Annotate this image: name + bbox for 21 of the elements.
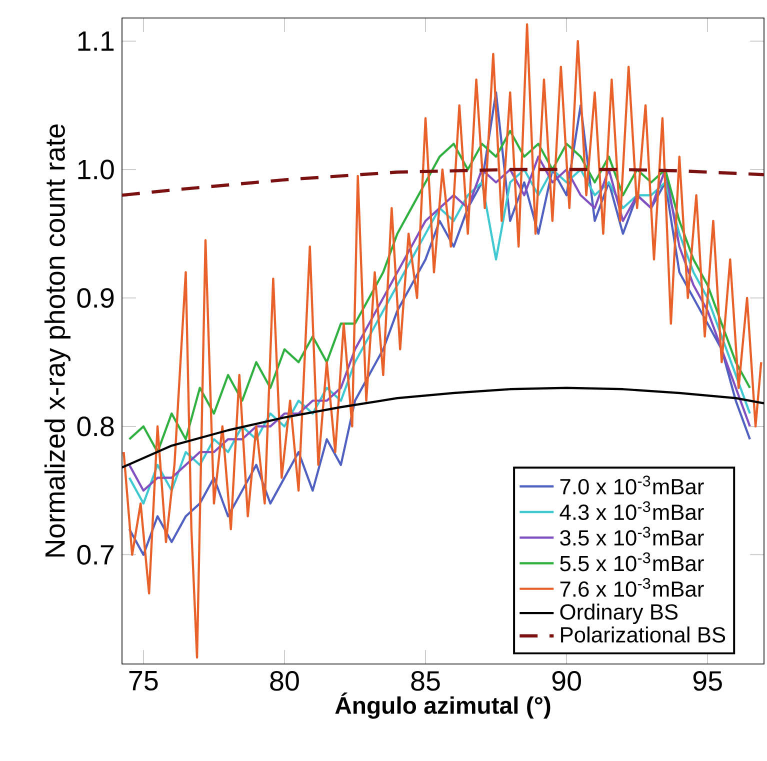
legend-label: 7.0 x 10$^{-3}$mBar xyxy=(560,476,704,494)
line-series xyxy=(122,23,762,659)
legend-label: 5.5 x 10$^{-3}$mBar xyxy=(560,552,704,572)
line-series xyxy=(128,130,751,454)
legend-label: 7.6 x 10$^{-3}$mBar xyxy=(560,578,704,597)
y-axis-title: Normalized x-ray photon count rate xyxy=(44,124,70,557)
legend-label: 3.5 x 10$^{-3}$mBar xyxy=(560,526,704,546)
x-tick-label: 75 xyxy=(129,671,158,691)
x-tick-label: 80 xyxy=(270,671,299,691)
legend-label: 4.3 x 10$^{-3}$mBar xyxy=(560,501,704,520)
legend-label: Polarizational BS xyxy=(561,626,726,643)
y-tick-label: 0.9 xyxy=(77,288,114,308)
y-tick-label: 1.1 xyxy=(78,32,114,51)
y-tick-label: 0.7 xyxy=(77,544,114,565)
x-axis-title: Ángulo azimutal (°) xyxy=(335,692,550,719)
y-tick-label: 0.8 xyxy=(77,416,114,436)
x-tick-label: 95 xyxy=(693,671,722,691)
legend-label: Ordinary BS xyxy=(560,604,678,624)
x-tick-label: 90 xyxy=(552,671,581,691)
x-tick-label: 85 xyxy=(411,671,440,691)
y-tick-label: 1.0 xyxy=(78,160,114,180)
